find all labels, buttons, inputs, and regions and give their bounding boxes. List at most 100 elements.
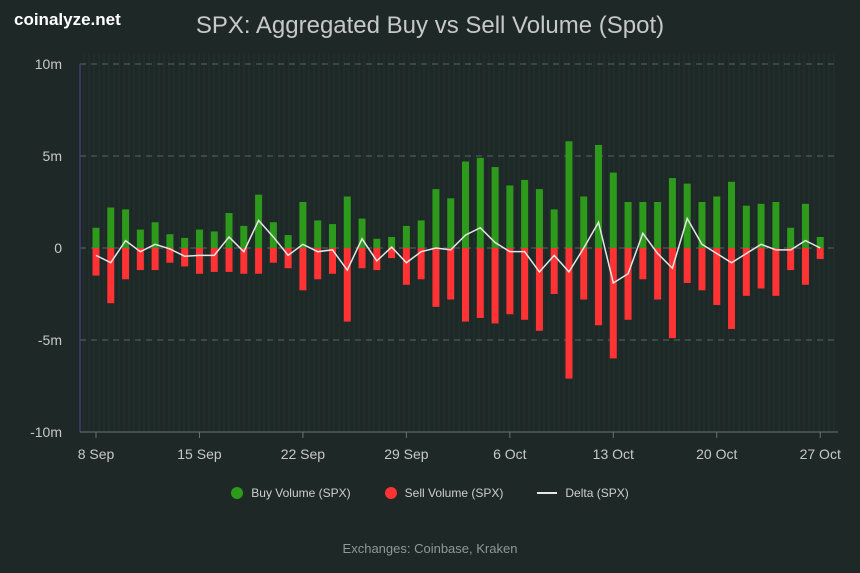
y-tick-label: -5m [38, 332, 62, 348]
y-tick-label: 0 [54, 240, 62, 256]
buy-bar [447, 198, 455, 248]
y-tick-label: 10m [35, 56, 62, 72]
chart-title: SPX: Aggregated Buy vs Sell Volume (Spot… [195, 12, 665, 39]
sell-bar [210, 248, 218, 272]
delta-line [95, 216, 821, 285]
buy-bar [462, 161, 469, 248]
sell-bar [801, 248, 809, 285]
buy-bar [683, 183, 691, 248]
buy-bar [713, 196, 721, 248]
legend-buy[interactable]: Buy Volume (SPX) [231, 486, 351, 500]
legend-delta[interactable]: Delta (SPX) [537, 486, 629, 500]
buy-bar [195, 229, 203, 248]
chart-svg: 10m 5m 0 -5m -10m 8 Sep 15 Sep 22 Sep 29 Sep 6 Oc… [30, 54, 841, 462]
sell-bar [328, 248, 336, 274]
x-tick-label: 13 Oct [593, 446, 634, 462]
sell-bar [639, 248, 647, 280]
buy-bar [772, 202, 780, 248]
buy-bar [210, 231, 218, 248]
sell-bar [668, 248, 676, 339]
buy-bar [240, 225, 248, 248]
buy-bar [343, 196, 351, 248]
buy-bar [654, 202, 662, 248]
buy-bar [742, 205, 750, 248]
buy-bar [107, 207, 115, 248]
buy-bar [328, 224, 336, 248]
buy-bar [639, 202, 647, 248]
buy-bar [314, 220, 322, 248]
sell-bar [151, 248, 159, 271]
buy-bar [284, 235, 292, 248]
sell-bar [757, 248, 765, 289]
buy-bar [432, 189, 440, 248]
buy-bar [151, 222, 159, 248]
legend-buy-label: Buy Volume (SPX) [251, 486, 351, 500]
sell-bar [181, 248, 189, 267]
sell-bar [698, 248, 706, 291]
buy-bar [787, 227, 795, 248]
buy-bar [417, 220, 425, 248]
sell-bar [595, 248, 603, 326]
buy-bar [136, 229, 144, 248]
sell-bar [742, 248, 750, 296]
x-tick-label: 8 Sep [78, 446, 115, 462]
sell-bar [432, 248, 440, 307]
sell-bar [535, 248, 543, 331]
buy-bar [801, 203, 809, 248]
buy-bar [535, 189, 543, 248]
sell-bar [816, 248, 824, 260]
buy-bar [476, 157, 484, 248]
buy-bar [816, 236, 824, 248]
sell-bar [683, 248, 691, 283]
sell-bar [269, 248, 277, 263]
sell-bar [343, 248, 351, 322]
sell-dot-icon [384, 487, 397, 499]
buy-bar [358, 218, 366, 248]
x-tick-label: 22 Sep [281, 446, 326, 462]
sell-bar [136, 248, 144, 271]
buy-bar [225, 213, 233, 248]
x-tick-label: 15 Sep [177, 446, 222, 462]
y-tick-label: -10m [30, 424, 62, 440]
buy-bar [299, 202, 307, 248]
x-tick-label: 20 Oct [696, 446, 737, 462]
sell-bar [521, 248, 529, 320]
sell-bar [565, 248, 573, 379]
buy-bar [668, 178, 676, 248]
exchanges-footer: Exchanges: Coinbase, Kraken [342, 541, 518, 556]
sell-bar [462, 248, 469, 322]
coinalyze-logo[interactable]: coinalyze.net [14, 10, 121, 29]
sell-bar [713, 248, 721, 306]
buy-bar [373, 238, 381, 248]
legend-delta-label: Delta (SPX) [565, 486, 629, 500]
y-tick-label: 5m [43, 148, 62, 164]
buy-bar [595, 144, 603, 248]
sell-bar [476, 248, 484, 318]
sell-bar [166, 248, 174, 263]
sell-bar [107, 248, 115, 304]
buy-bar [580, 196, 588, 248]
buy-bar [565, 141, 573, 248]
sell-bar [255, 248, 263, 274]
sell-bar [550, 248, 558, 294]
buy-bar [757, 203, 765, 248]
sell-bar [402, 248, 410, 285]
sell-bar [772, 248, 780, 296]
buy-bar [728, 181, 736, 248]
buy-bar [402, 225, 410, 248]
sell-bar [240, 248, 248, 274]
x-tick-label: 29 Sep [384, 446, 429, 462]
sell-bar [728, 248, 736, 329]
legend-sell[interactable]: Sell Volume (SPX) [384, 486, 504, 500]
legend-sell-label: Sell Volume (SPX) [404, 486, 504, 500]
sell-bar [654, 248, 662, 300]
buy-bar [521, 179, 529, 248]
buy-bar [506, 185, 514, 248]
x-tick-label: 27 Oct [800, 446, 841, 462]
sell-bar [580, 248, 588, 300]
buy-bar [624, 202, 632, 248]
buy-bar [166, 234, 174, 248]
sell-bar [358, 248, 366, 269]
legend: Buy Volume (SPX) Sell Volume (SPX) Delta… [0, 486, 860, 500]
sell-bar [506, 248, 514, 315]
